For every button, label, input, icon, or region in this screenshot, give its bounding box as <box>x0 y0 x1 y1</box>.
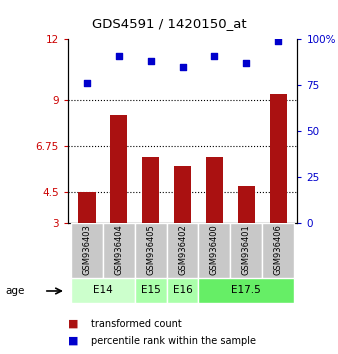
Text: E15: E15 <box>141 285 161 295</box>
Text: GSM936402: GSM936402 <box>178 224 187 275</box>
Bar <box>206 156 223 223</box>
Text: E16: E16 <box>173 285 192 295</box>
Bar <box>238 186 255 223</box>
Bar <box>135 278 167 303</box>
Text: GSM936401: GSM936401 <box>242 224 251 275</box>
Bar <box>262 223 294 278</box>
Bar <box>167 278 198 303</box>
Text: transformed count: transformed count <box>91 319 182 329</box>
Bar <box>78 192 96 223</box>
Point <box>212 53 217 58</box>
Bar <box>71 278 135 303</box>
Bar <box>142 156 160 223</box>
Text: E17.5: E17.5 <box>232 285 261 295</box>
Text: ■: ■ <box>68 319 78 329</box>
Bar <box>198 223 231 278</box>
Bar <box>231 223 262 278</box>
Bar <box>103 223 135 278</box>
Point <box>180 64 185 69</box>
Point <box>116 53 121 58</box>
Text: E14: E14 <box>93 285 113 295</box>
Point <box>244 60 249 66</box>
Text: GSM936403: GSM936403 <box>82 224 91 275</box>
Point <box>148 58 153 64</box>
Point <box>84 80 90 86</box>
Text: GSM936406: GSM936406 <box>274 224 283 275</box>
Text: GSM936405: GSM936405 <box>146 224 155 275</box>
Text: percentile rank within the sample: percentile rank within the sample <box>91 336 256 346</box>
Text: age: age <box>5 286 24 296</box>
Bar <box>174 166 191 223</box>
Text: GSM936404: GSM936404 <box>114 224 123 275</box>
Text: ■: ■ <box>68 336 78 346</box>
Bar <box>198 278 294 303</box>
Text: GSM936400: GSM936400 <box>210 224 219 275</box>
Bar <box>110 115 127 223</box>
Point <box>275 38 281 44</box>
Bar <box>71 223 103 278</box>
Bar <box>167 223 198 278</box>
Bar <box>269 94 287 223</box>
Bar <box>135 223 167 278</box>
Text: GDS4591 / 1420150_at: GDS4591 / 1420150_at <box>92 17 246 30</box>
